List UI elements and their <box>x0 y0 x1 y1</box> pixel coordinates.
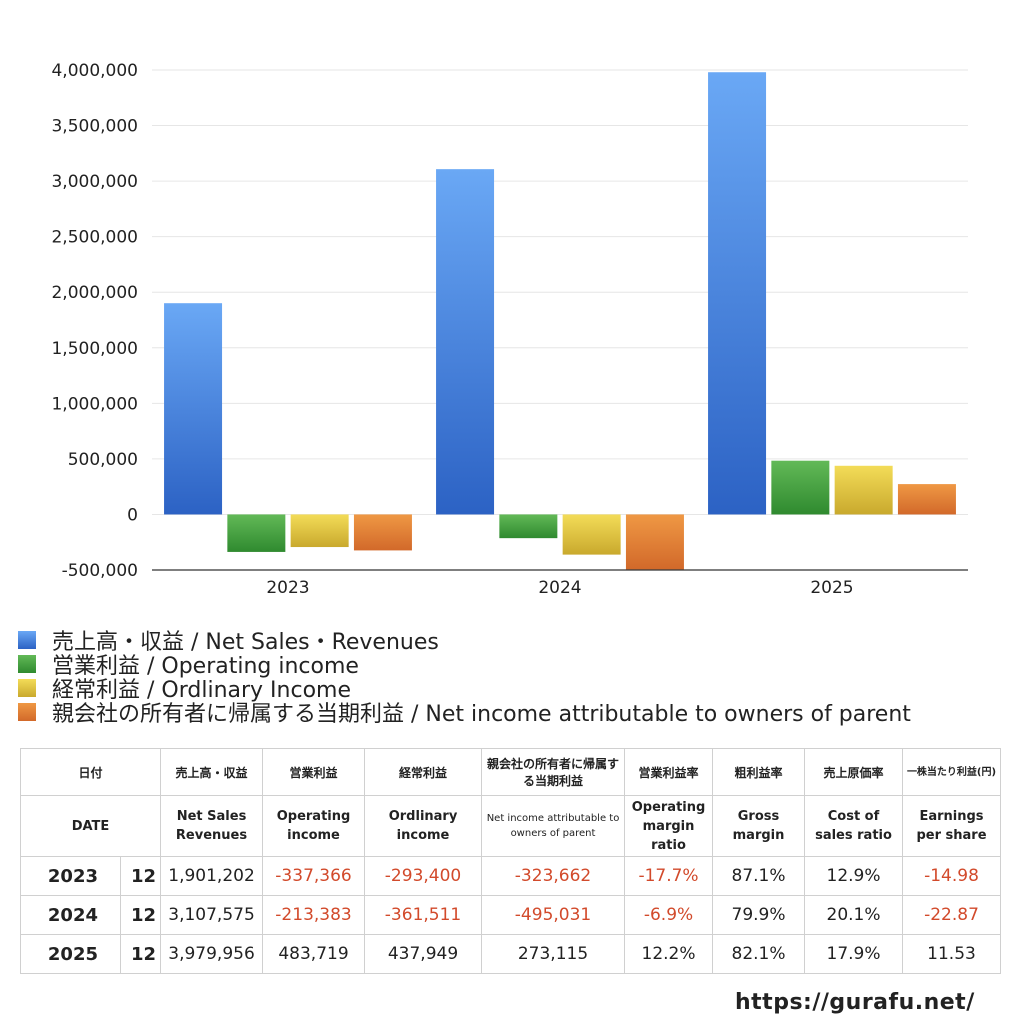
header-net-jp: 親会社の所有者に帰属する当期利益 <box>481 748 626 796</box>
cell-op: -337,366 <box>262 856 366 896</box>
cell-gm: 79.9% <box>712 895 806 935</box>
bar-2023-series-2 <box>290 514 349 548</box>
y-tick-label: 3,000,000 <box>51 172 138 192</box>
y-tick-label: 2,000,000 <box>51 283 138 303</box>
y-tick-label: 2,500,000 <box>51 228 138 248</box>
table-row: 2025 12 3,979,956 483,719 437,949 273,11… <box>20 934 1002 974</box>
legend-label: 親会社の所有者に帰属する当期利益 / Net income attributab… <box>52 702 911 727</box>
cell-op: -213,383 <box>262 895 366 935</box>
cell-cos: 12.9% <box>804 856 904 896</box>
cell-ord: 437,949 <box>364 934 483 974</box>
cell-net: -323,662 <box>481 856 626 896</box>
y-tick-label: 0 <box>127 505 138 525</box>
legend-item-net-sales: 売上高・収益 / Net Sales・Revenues <box>18 628 911 655</box>
legend-swatch-yellow <box>18 679 36 697</box>
header-sales-en: Net Sales Revenues <box>160 795 264 857</box>
header-opm-en: Operating margin ratio <box>624 795 714 857</box>
cell-ord: -293,400 <box>364 856 483 896</box>
header-ord-jp: 経常利益 <box>364 748 483 796</box>
bar-2025-series-3 <box>897 484 956 515</box>
bar-2025-series-2 <box>834 465 893 515</box>
legend-swatch-blue <box>18 631 36 649</box>
cell-month: 12 <box>120 895 162 935</box>
bar-2024-series-1 <box>499 514 558 539</box>
cell-gm: 82.1% <box>712 934 806 974</box>
y-tick-label: 1,000,000 <box>51 394 138 414</box>
bar-2023-series-3 <box>353 514 412 551</box>
cell-opm: -6.9% <box>624 895 714 935</box>
bar-2024-series-3 <box>625 514 684 570</box>
table-row: 2023 12 1,901,202 -337,366 -293,400 -323… <box>20 856 1002 896</box>
header-gm-jp: 粗利益率 <box>712 748 806 796</box>
header-date-jp: 日付 <box>19 748 162 796</box>
y-tick-label: 4,000,000 <box>51 61 138 81</box>
table-header-jp: 日付 売上高・収益 営業利益 経常利益 親会社の所有者に帰属する当期利益 営業利… <box>19 748 1002 796</box>
header-eps-en: Earnings per share <box>902 795 1002 857</box>
legend-item-operating-income: 営業利益 / Operating income <box>18 652 911 679</box>
header-sales-jp: 売上高・収益 <box>160 748 264 796</box>
x-tick-label: 2023 <box>266 578 309 598</box>
bar-2023-series-1 <box>227 514 286 552</box>
cell-year: 2023 <box>20 856 121 896</box>
cell-month: 12 <box>120 934 162 974</box>
cell-sales: 3,107,575 <box>160 895 264 935</box>
header-net-en: Net income attributable to owners of par… <box>481 795 626 857</box>
cell-gm: 87.1% <box>712 856 806 896</box>
legend-label: 経常利益 / Ordlinary Income <box>52 678 351 703</box>
header-cos-en: Cost of sales ratio <box>804 795 904 857</box>
header-opm-jp: 営業利益率 <box>624 748 714 796</box>
cell-sales: 3,979,956 <box>160 934 264 974</box>
header-ord-en: Ordlinary income <box>364 795 483 857</box>
cell-ord: -361,511 <box>364 895 483 935</box>
cell-cos: 20.1% <box>804 895 904 935</box>
header-op-jp: 営業利益 <box>262 748 366 796</box>
x-tick-label: 2024 <box>538 578 581 598</box>
y-tick-label: -500,000 <box>62 561 138 581</box>
legend-swatch-green <box>18 655 36 673</box>
y-tick-label: 1,500,000 <box>51 339 138 359</box>
header-op-en: Operating income <box>262 795 366 857</box>
cell-year: 2025 <box>20 934 121 974</box>
bar-chart: -500,000 0 500,000 1,000,000 1,500,000 2,000,… <box>51 61 968 598</box>
cell-net: 273,115 <box>481 934 626 974</box>
cell-month: 12 <box>120 856 162 896</box>
y-tick-label: 500,000 <box>68 450 138 470</box>
cell-year: 2024 <box>20 895 121 935</box>
cell-op: 483,719 <box>262 934 366 974</box>
cell-eps: 11.53 <box>902 934 1002 974</box>
cell-net: -495,031 <box>481 895 626 935</box>
chart-legend: 売上高・収益 / Net Sales・Revenues 営業利益 / Opera… <box>18 628 911 727</box>
legend-label: 営業利益 / Operating income <box>52 654 359 679</box>
bar-2025-series-1 <box>771 460 830 515</box>
header-gm-en: Gross margin <box>712 795 806 857</box>
bar-2025-series-0 <box>708 72 767 515</box>
cell-eps: -14.98 <box>902 856 1002 896</box>
table-header-en: DATE Net Sales Revenues Operating income… <box>19 795 1002 857</box>
x-tick-label: 2025 <box>810 578 853 598</box>
cell-opm: -17.7% <box>624 856 714 896</box>
bar-2023-series-0 <box>164 303 223 515</box>
header-cos-jp: 売上原価率 <box>804 748 904 796</box>
footer-url: https://gurafu.net/ <box>735 990 975 1015</box>
legend-item-net-income: 親会社の所有者に帰属する当期利益 / Net income attributab… <box>18 700 911 727</box>
header-date-en: DATE <box>19 795 162 857</box>
legend-label: 売上高・収益 / Net Sales・Revenues <box>52 630 439 655</box>
table-row: 2024 12 3,107,575 -213,383 -361,511 -495… <box>20 895 1002 935</box>
cell-opm: 12.2% <box>624 934 714 974</box>
legend-item-ordinary-income: 経常利益 / Ordlinary Income <box>18 676 911 703</box>
legend-swatch-orange <box>18 703 36 721</box>
bar-2024-series-2 <box>562 514 621 555</box>
bar-2024-series-0 <box>436 169 495 515</box>
header-eps-jp: 一株当たり利益(円) <box>902 748 1002 796</box>
cell-cos: 17.9% <box>804 934 904 974</box>
cell-sales: 1,901,202 <box>160 856 264 896</box>
cell-eps: -22.87 <box>902 895 1002 935</box>
y-tick-label: 3,500,000 <box>51 117 138 137</box>
financial-table: 日付 売上高・収益 営業利益 経常利益 親会社の所有者に帰属する当期利益 営業利… <box>19 748 1002 974</box>
